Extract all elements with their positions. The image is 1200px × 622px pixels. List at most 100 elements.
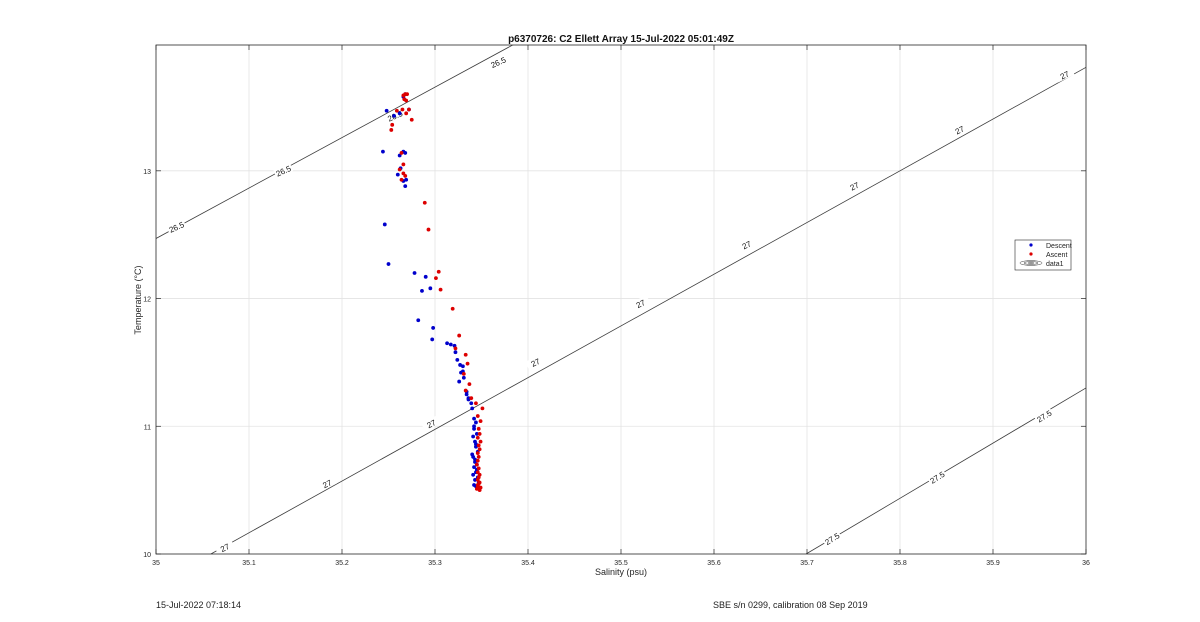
x-tick-label: 35.1 — [242, 560, 256, 567]
legend-label-data1: data1 — [1046, 261, 1064, 268]
isopycnal-label: 27 — [1054, 66, 1075, 83]
legend-marker-data1 — [1019, 260, 1043, 266]
x-tick-label: 35.4 — [521, 560, 535, 567]
point-descent — [416, 318, 421, 323]
isopycnal-label: 27 — [630, 295, 651, 312]
point-descent — [404, 177, 409, 182]
svg-text:27: 27 — [530, 357, 542, 369]
point-descent — [464, 392, 469, 397]
point-ascent — [467, 382, 472, 387]
point-ascent — [478, 439, 483, 444]
x-tick-label: 36 — [1082, 560, 1090, 567]
isopycnal-label: 27 — [420, 415, 442, 432]
x-tick-label: 35.5 — [614, 560, 628, 567]
point-ascent — [426, 227, 431, 232]
point-ascent — [404, 111, 409, 116]
y-tick-label: 13 — [143, 169, 151, 176]
point-ascent — [404, 98, 409, 103]
point-ascent — [475, 451, 480, 455]
point-ascent — [474, 401, 478, 406]
point-ascent — [476, 466, 481, 471]
svg-text:27: 27 — [321, 478, 333, 490]
point-ascent — [403, 174, 408, 178]
point-descent — [472, 424, 476, 429]
y-axis-label: Temperature (°C) — [133, 265, 143, 334]
point-ascent — [436, 269, 441, 274]
svg-text:27: 27 — [219, 542, 231, 554]
x-tick-label: 35.9 — [986, 560, 1000, 567]
point-descent — [461, 375, 466, 380]
svg-text:27: 27 — [635, 298, 647, 310]
point-ascent — [474, 462, 479, 467]
footer-timestamp: 15-Jul-2022 07:18:14 — [156, 600, 242, 610]
point-ascent — [401, 162, 406, 167]
point-descent — [448, 342, 453, 347]
legend-label-descent: Descent — [1046, 243, 1072, 250]
x-ticks: 35 35.1 35.2 35.3 35.4 35.5 35.6 35.7 35.8 35.9 36 — [152, 45, 1090, 567]
y-tick-label: 10 — [143, 552, 151, 559]
point-ascent — [463, 352, 468, 357]
point-descent — [430, 337, 435, 342]
point-descent — [472, 465, 476, 470]
point-descent — [403, 184, 408, 189]
chart-title: p6370726: C2 Ellett Array 15-Jul-2022 05… — [508, 34, 734, 45]
point-descent — [453, 350, 458, 355]
point-ascent — [453, 346, 458, 351]
point-descent — [471, 434, 476, 439]
x-tick-label: 35.3 — [428, 560, 442, 567]
point-descent — [381, 149, 385, 154]
isopycnal-27 — [210, 67, 1086, 554]
point-ascent — [478, 419, 483, 424]
point-ascent — [475, 435, 480, 440]
point-ascent — [457, 333, 462, 338]
point-ascent — [477, 447, 482, 452]
legend-marker-descent — [1029, 243, 1033, 247]
point-descent — [445, 341, 449, 346]
isopycnal-label: 27 — [525, 353, 546, 370]
point-ascent — [476, 455, 481, 459]
isopycnal-label: 27 — [316, 475, 337, 492]
point-descent — [474, 420, 478, 425]
isopycnal-label: 27 — [949, 121, 970, 138]
x-axis-label: Salinity (psu) — [595, 567, 647, 577]
point-ascent — [394, 108, 399, 113]
point-descent — [428, 286, 433, 291]
x-tick-label: 35.6 — [707, 560, 721, 567]
svg-text:27: 27 — [426, 418, 438, 430]
point-ascent — [463, 388, 468, 393]
grid — [156, 45, 1086, 554]
point-ascent — [400, 107, 405, 112]
point-ascent — [477, 432, 482, 436]
point-ascent — [480, 406, 485, 411]
isopycnal-label: 27 — [214, 539, 235, 556]
point-ascent — [434, 276, 438, 281]
point-ascent — [397, 167, 402, 172]
point-descent — [412, 271, 417, 275]
point-ascent — [476, 443, 481, 448]
point-ascent — [405, 92, 409, 97]
point-descent — [455, 357, 460, 362]
y-tick-label: 12 — [143, 297, 151, 304]
point-ascent — [476, 426, 481, 431]
point-ascent — [465, 361, 470, 366]
footer-calibration: SBE s/n 0299, calibration 08 Sep 2019 — [713, 600, 868, 610]
point-descent — [420, 288, 424, 293]
point-ascent — [469, 396, 474, 401]
point-ascent — [475, 414, 480, 418]
svg-text:27: 27 — [954, 124, 966, 136]
point-descent — [384, 108, 389, 113]
point-descent — [423, 274, 428, 279]
point-descent — [403, 151, 408, 155]
point-ascent — [438, 287, 443, 292]
point-ascent — [475, 483, 480, 487]
point-descent — [431, 326, 436, 330]
point-descent — [397, 111, 402, 116]
point-ascent — [422, 200, 427, 205]
point-descent — [469, 401, 474, 406]
svg-text:27: 27 — [849, 180, 861, 192]
data-points — [381, 92, 485, 493]
point-descent — [386, 262, 391, 266]
point-descent — [461, 364, 465, 369]
legend-label-ascent: Ascent — [1046, 252, 1067, 259]
